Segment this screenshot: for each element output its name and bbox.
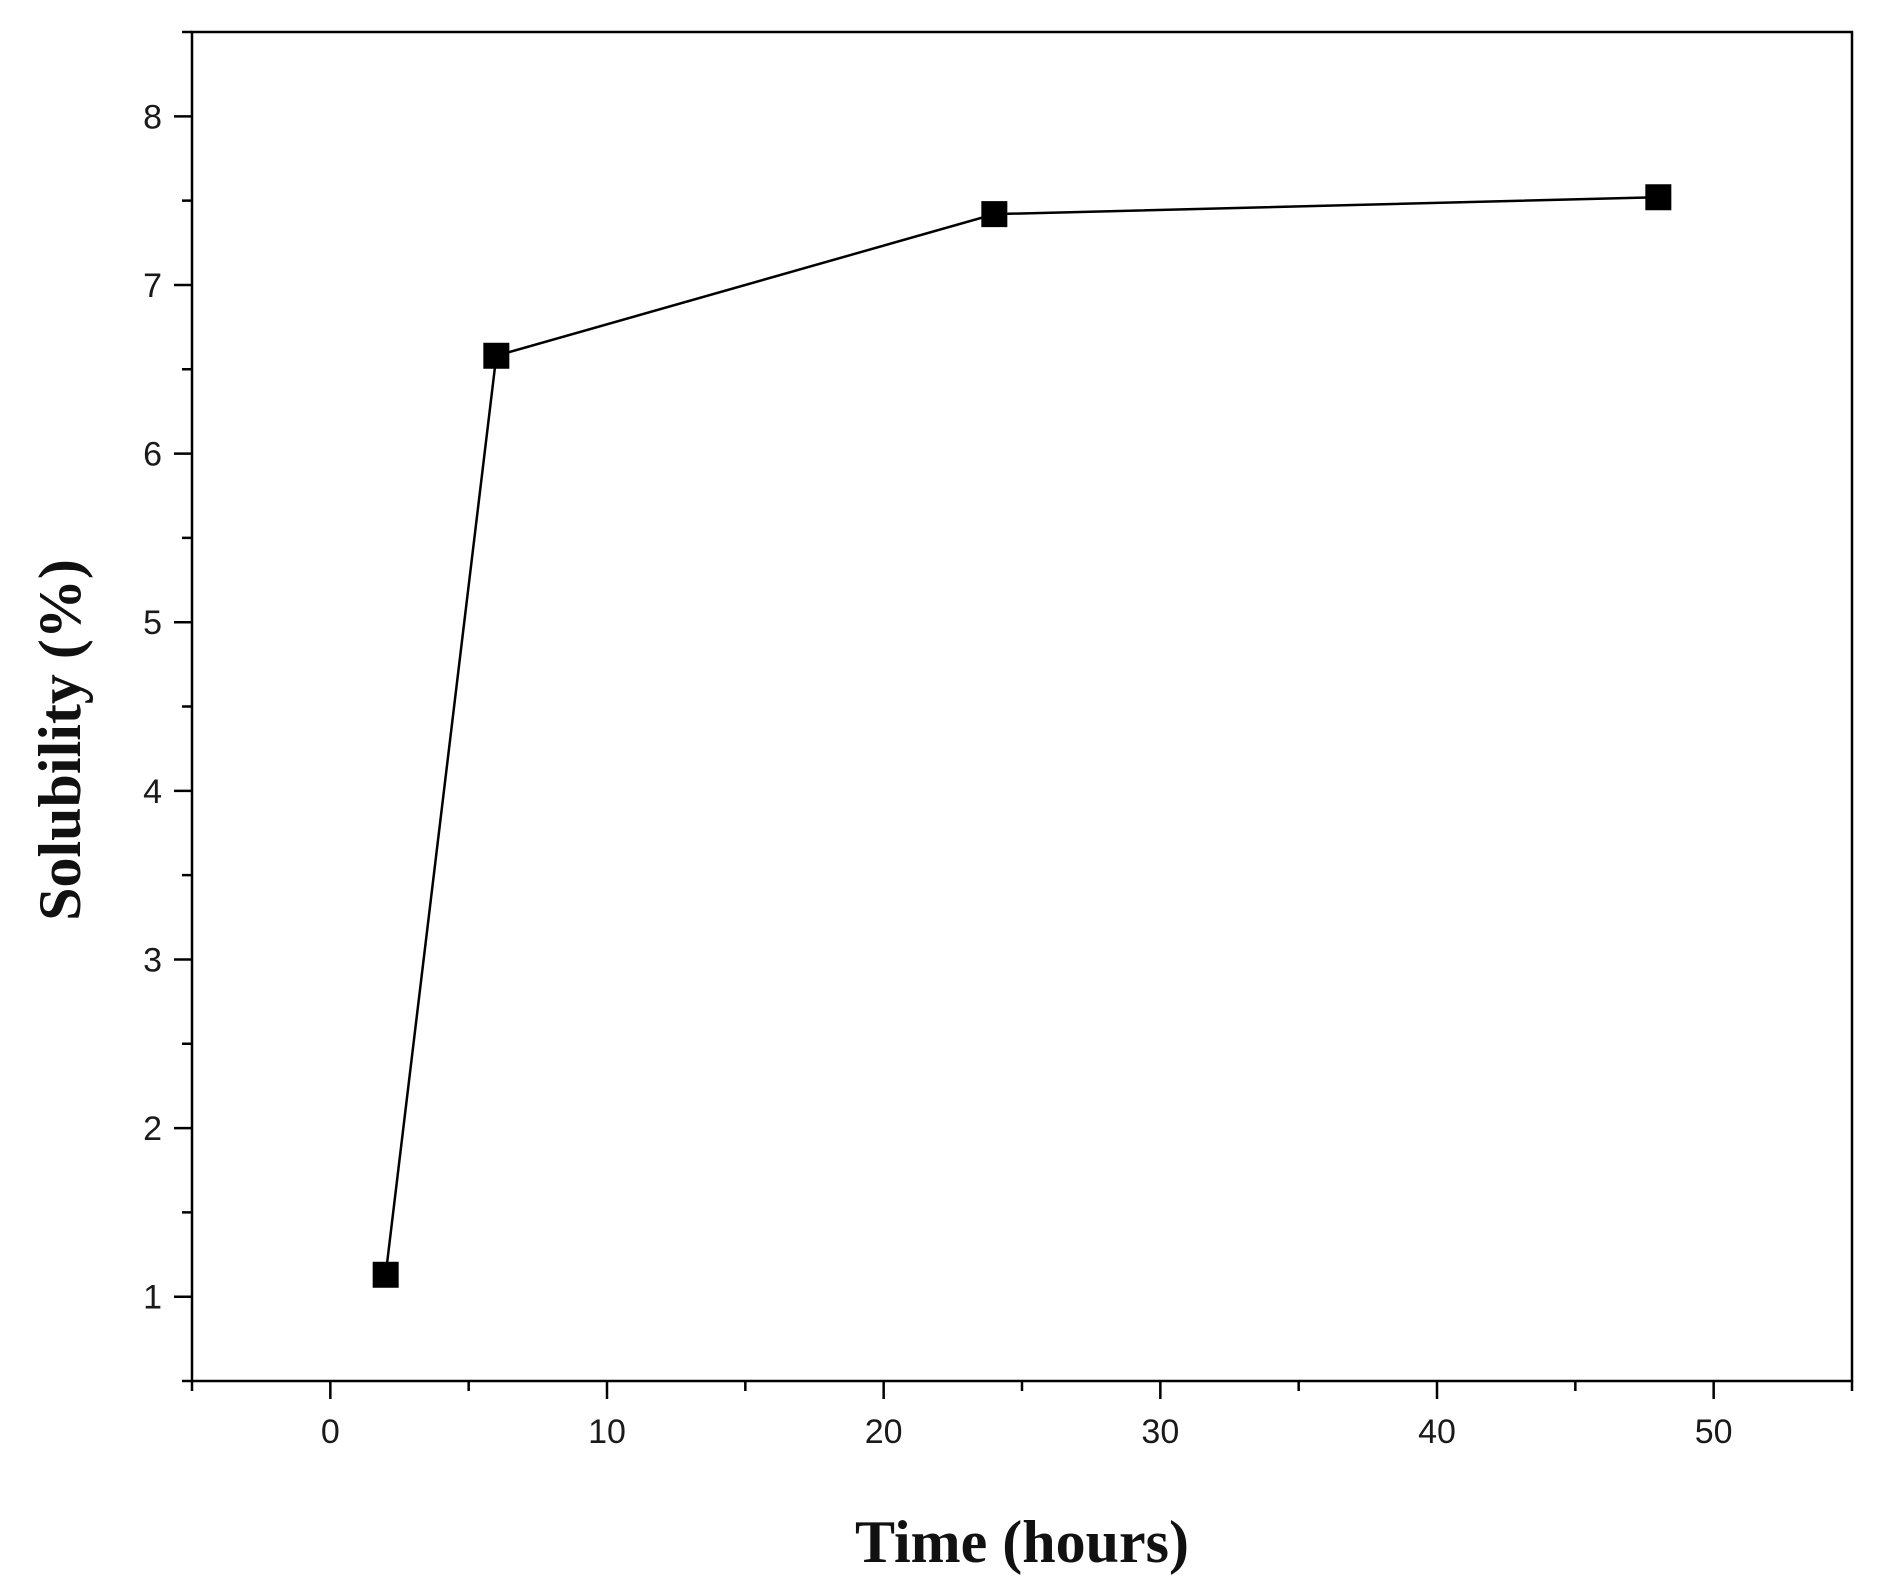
x-axis-ticks: 0 10 20 30 40 50 xyxy=(190,1381,1854,1451)
data-point xyxy=(981,201,1008,228)
y-tick-label: 4 xyxy=(143,773,162,811)
series-line xyxy=(384,196,1659,1275)
y-tick-label: 1 xyxy=(143,1279,162,1317)
y-tick-label: 2 xyxy=(143,1110,162,1148)
y-tick-label: 3 xyxy=(143,941,162,979)
plot-frame xyxy=(190,30,1854,1383)
data-point xyxy=(483,342,510,369)
data-point xyxy=(1645,184,1672,211)
y-tick-label: 8 xyxy=(143,98,162,136)
x-axis-title: Time (hours) xyxy=(855,1509,1189,1575)
y-axis-title: Solubility (%) xyxy=(27,559,93,921)
x-tick-label: 50 xyxy=(1695,1413,1733,1451)
x-tick-label: 40 xyxy=(1418,1413,1456,1451)
x-tick-label: 10 xyxy=(588,1413,626,1451)
data-point xyxy=(372,1261,399,1288)
y-tick-label: 6 xyxy=(143,436,162,474)
x-tick-label: 20 xyxy=(865,1413,903,1451)
x-tick-label: 30 xyxy=(1141,1413,1179,1451)
series-layer xyxy=(372,184,1672,1288)
y-tick-label: 5 xyxy=(143,604,162,642)
y-axis-ticks: 1 2 3 4 5 6 7 8 xyxy=(143,30,192,1383)
y-tick-label: 7 xyxy=(143,267,162,305)
x-tick-label: 0 xyxy=(321,1413,340,1451)
